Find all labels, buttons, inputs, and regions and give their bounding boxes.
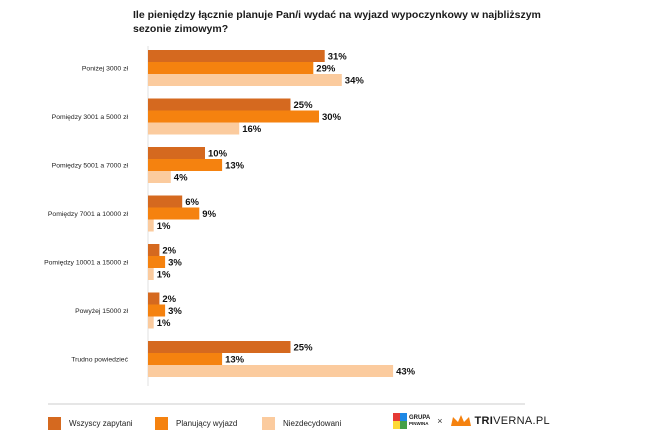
legend-item-wszyscy: Wszyscy zapytani: [48, 417, 155, 430]
value-label: 31%: [328, 52, 348, 63]
grupa-pinwina-icon: [393, 413, 407, 429]
bar: [148, 292, 160, 305]
value-label: 1%: [157, 318, 171, 329]
bar: [148, 74, 342, 86]
grupa-pinwina-logo: GRUPA PINWINA: [393, 413, 430, 429]
value-label: 13%: [225, 355, 245, 366]
category-label: Pomiędzy 3001 a 5000 zł: [52, 114, 129, 121]
category-label: Pomiędzy 7001 a 10000 zł: [48, 211, 129, 218]
bar: [148, 256, 166, 268]
triverna-bold: TRI: [474, 415, 494, 427]
value-label: 29%: [316, 64, 336, 75]
bar: [148, 304, 166, 317]
legend-swatch: [155, 417, 168, 430]
category-label: Powyżej 15000 zł: [75, 308, 128, 315]
chart-title: Ile pieniędzy łącznie planuje Pan/i wyda…: [133, 9, 541, 35]
times-separator: ×: [437, 416, 443, 426]
value-label: 34%: [345, 76, 365, 87]
value-label: 25%: [294, 100, 314, 111]
legend-item-planujacy: Planujący wyjazd: [155, 417, 262, 430]
category-label: Pomiędzy 10001 a 15000 zł: [44, 260, 128, 267]
bar: [148, 244, 160, 256]
bar: [148, 122, 240, 135]
value-label: 2%: [162, 294, 176, 305]
bar: [148, 62, 314, 74]
legend-label: Planujący wyjazd: [176, 419, 238, 428]
value-label: 43%: [396, 367, 416, 378]
bar: [148, 147, 205, 159]
value-label: 30%: [322, 112, 342, 123]
bar: [148, 159, 223, 171]
value-label: 6%: [185, 197, 199, 208]
value-label: 16%: [242, 124, 262, 135]
legend-swatch: [262, 417, 275, 430]
triverna-rest: VERNA.PL: [493, 415, 550, 427]
value-label: 3%: [168, 258, 182, 269]
bar: [148, 207, 200, 220]
category-label: Trudno powiedzieć: [71, 357, 128, 364]
category-label: Pomiędzy 5001 a 7000 zł: [52, 163, 129, 170]
value-label: 2%: [162, 246, 176, 257]
bar: [148, 365, 394, 377]
legend: Wszyscy zapytani Planujący wyjazd Niezde…: [48, 417, 341, 430]
bar: [148, 171, 171, 183]
value-label: 3%: [168, 306, 182, 317]
bar: [148, 110, 319, 123]
category-label: Poniżej 3000 zł: [82, 66, 129, 73]
crown-icon: [450, 415, 471, 426]
brand-logos: GRUPA PINWINA × TRIVERNA.PL: [393, 413, 550, 429]
legend-item-niezdecydowani: Niezdecydowani: [262, 417, 341, 430]
value-label: 1%: [157, 221, 171, 232]
value-label: 25%: [294, 343, 314, 354]
bar: [148, 268, 154, 280]
legend-label: Wszyscy zapytani: [69, 419, 133, 428]
value-label: 10%: [208, 149, 228, 160]
bar: [148, 98, 291, 111]
legend-swatch: [48, 417, 61, 430]
triverna-logo-text: TRIVERNA.PL: [475, 415, 550, 427]
legend-label: Niezdecydowani: [283, 419, 342, 428]
bar: [148, 316, 154, 329]
pinwina-text: PINWINA: [409, 421, 429, 426]
value-label: 1%: [157, 270, 171, 281]
bar: [148, 353, 223, 365]
grupa-text: GRUPA: [409, 415, 431, 421]
value-label: 13%: [225, 161, 245, 172]
bar: [148, 219, 154, 232]
bar: [148, 341, 291, 353]
bar: [148, 50, 325, 62]
bar: [148, 195, 183, 208]
value-label: 9%: [202, 209, 216, 220]
value-label: 4%: [174, 173, 188, 184]
